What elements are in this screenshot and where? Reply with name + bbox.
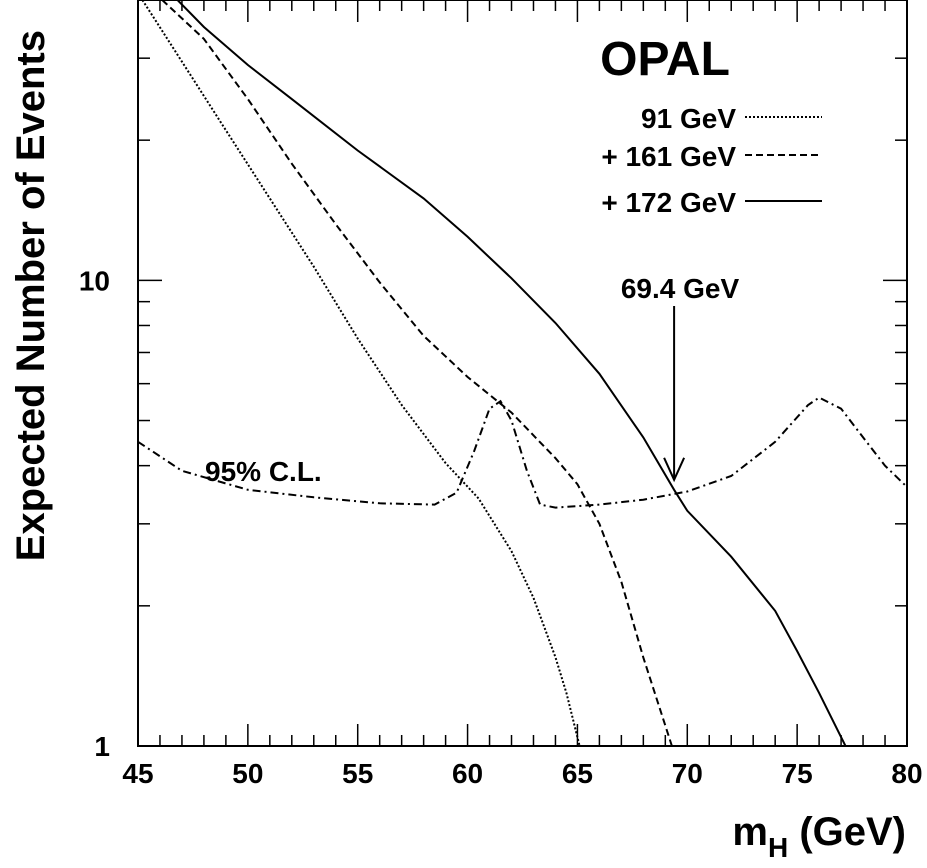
x-axis-label-unit: (GeV)	[788, 810, 906, 854]
limit-arrow	[663, 306, 686, 483]
x-axis-label-main: m	[732, 810, 768, 854]
tick-labels: 45 50 55 60 65 70 75 80 1 10	[79, 265, 923, 789]
y-axis-label: Expected Number of Events	[9, 30, 53, 561]
x-tick-label: 50	[232, 758, 263, 789]
chart-title: OPAL	[600, 33, 730, 86]
series-group	[138, 0, 907, 746]
legend-label-172: + 172 GeV	[601, 187, 736, 218]
series-dotted-line	[141, 0, 581, 746]
y-tick-label: 10	[79, 265, 110, 296]
legend: 91 GeV + 161 GeV + 172 GeV	[601, 103, 822, 218]
legend-label-161: + 161 GeV	[601, 141, 736, 172]
x-tick-label: 75	[782, 758, 813, 789]
series-solid-line	[176, 0, 847, 746]
x-tick-label: 80	[891, 758, 922, 789]
limit-annotation: 69.4 GeV	[621, 273, 740, 304]
series-dashed-line	[161, 0, 673, 746]
x-tick-label: 60	[452, 758, 483, 789]
series-dashdot-line	[138, 396, 907, 509]
axis-ticks	[137, 0, 908, 747]
x-tick-label: 45	[122, 758, 153, 789]
x-axis-label-sub: H	[768, 832, 788, 863]
limit-arrow-head	[663, 457, 686, 483]
legend-label-91: 91 GeV	[641, 103, 736, 134]
x-tick-label: 65	[562, 758, 593, 789]
plot-frame	[137, 0, 908, 747]
y-tick-label: 1	[94, 731, 110, 762]
x-tick-label: 70	[672, 758, 703, 789]
cl-annotation: 95% C.L.	[205, 456, 322, 487]
x-axis-label: mH (GeV)	[732, 810, 906, 863]
x-tick-label: 55	[342, 758, 373, 789]
